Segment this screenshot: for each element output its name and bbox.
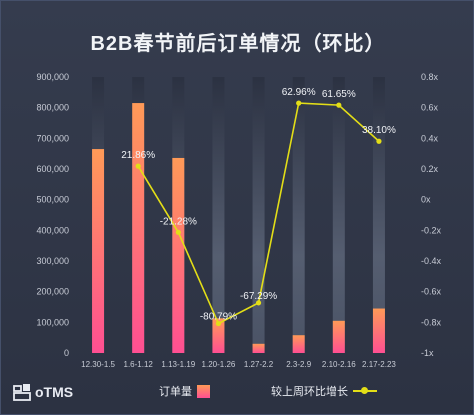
growth-point: [175, 229, 181, 235]
x-tick-label: 1.27-2.2: [244, 360, 274, 369]
y2-tick-label: 0x: [421, 195, 431, 205]
y-tick-label: 800,000: [36, 103, 69, 113]
y-tick-label: 700,000: [36, 133, 69, 143]
x-tick-label: 2.3-2.9: [286, 360, 311, 369]
y-tick-label: 900,000: [36, 72, 69, 82]
bar: [252, 343, 265, 353]
y2-tick-label: -0.4x: [421, 256, 442, 266]
y2-tick-label: 0.8x: [421, 72, 439, 82]
bar-track: [332, 77, 345, 353]
y-tick-label: 600,000: [36, 164, 69, 174]
x-tick-label: 1.6-1.12: [124, 360, 154, 369]
logistics-logo-icon: [13, 383, 31, 401]
y-tick-label: 0: [64, 348, 69, 358]
legend-orders-label: 订单量: [159, 386, 192, 398]
x-tick-label: 2.10-2.16: [322, 360, 356, 369]
chart-title: B2B春节前后订单情况（环比）: [90, 33, 386, 55]
growth-data-label: 62.96%: [282, 87, 316, 98]
y2-tick-label: -0.2x: [421, 225, 442, 235]
growth-data-label: -67.29%: [240, 291, 277, 302]
legend-growth-label: 较上周环比增长: [271, 386, 348, 398]
x-tick-label: 1.20-1.26: [202, 360, 236, 369]
y2-tick-label: 0.6x: [421, 103, 439, 113]
bar: [212, 318, 225, 353]
y2-tick-label: -0.8x: [421, 317, 442, 327]
legend-orders: 订单量: [159, 383, 210, 399]
y-tick-label: 100,000: [36, 317, 69, 327]
x-tick-label: 2.17-2.23: [362, 360, 396, 369]
bar: [332, 320, 345, 353]
growth-point: [135, 163, 141, 169]
x-tick-label: 1.13-1.19: [161, 360, 195, 369]
y2-tick-label: 0.2x: [421, 164, 439, 174]
y2-tick-label: 0.4x: [421, 133, 439, 143]
y2-tick-label: -1x: [421, 348, 434, 358]
bar-series: [92, 103, 385, 353]
growth-data-label: -80.79%: [200, 312, 237, 323]
legend-growth-swatch: [353, 386, 377, 396]
growth-point: [296, 100, 302, 106]
bar: [172, 157, 185, 353]
bar: [292, 335, 305, 353]
brand-label: oTMS: [35, 384, 74, 400]
bar: [92, 149, 105, 353]
bar: [132, 103, 145, 353]
axes: 12.30-1.5 1.6-1.12 1.13-1.19 1.20-1.26 1.27-…: [36, 72, 441, 369]
y-tick-label: 400,000: [36, 225, 69, 235]
bar-track: [292, 77, 305, 353]
y2-tick-label: -0.6x: [421, 287, 442, 297]
growth-point: [336, 102, 342, 108]
y-tick-label: 200,000: [36, 287, 69, 297]
y-tick-label: 500,000: [36, 195, 69, 205]
bar: [372, 308, 385, 353]
growth-point: [376, 138, 382, 144]
legend-orders-swatch: [197, 384, 210, 398]
growth-data-label: -21.28%: [160, 216, 197, 227]
x-tick-label: 12.30-1.5: [81, 360, 115, 369]
growth-data-label: 61.65%: [322, 89, 356, 100]
growth-data-label: 38.10%: [362, 125, 396, 136]
bar-track: [252, 77, 265, 353]
growth-data-label: 21.86%: [121, 150, 155, 161]
growth-point: [215, 320, 222, 327]
bar-track: [372, 77, 385, 353]
growth-point: [255, 300, 262, 306]
legend-growth: 较上周环比增长: [271, 383, 377, 399]
brand: oTMS: [13, 383, 73, 401]
growth-line-series: 21.86% -21.28% -80.79%-67.29% 62.96% 61.65% 3…: [121, 87, 396, 327]
bar-track: [212, 77, 225, 353]
y-tick-label: 300,000: [36, 256, 69, 266]
